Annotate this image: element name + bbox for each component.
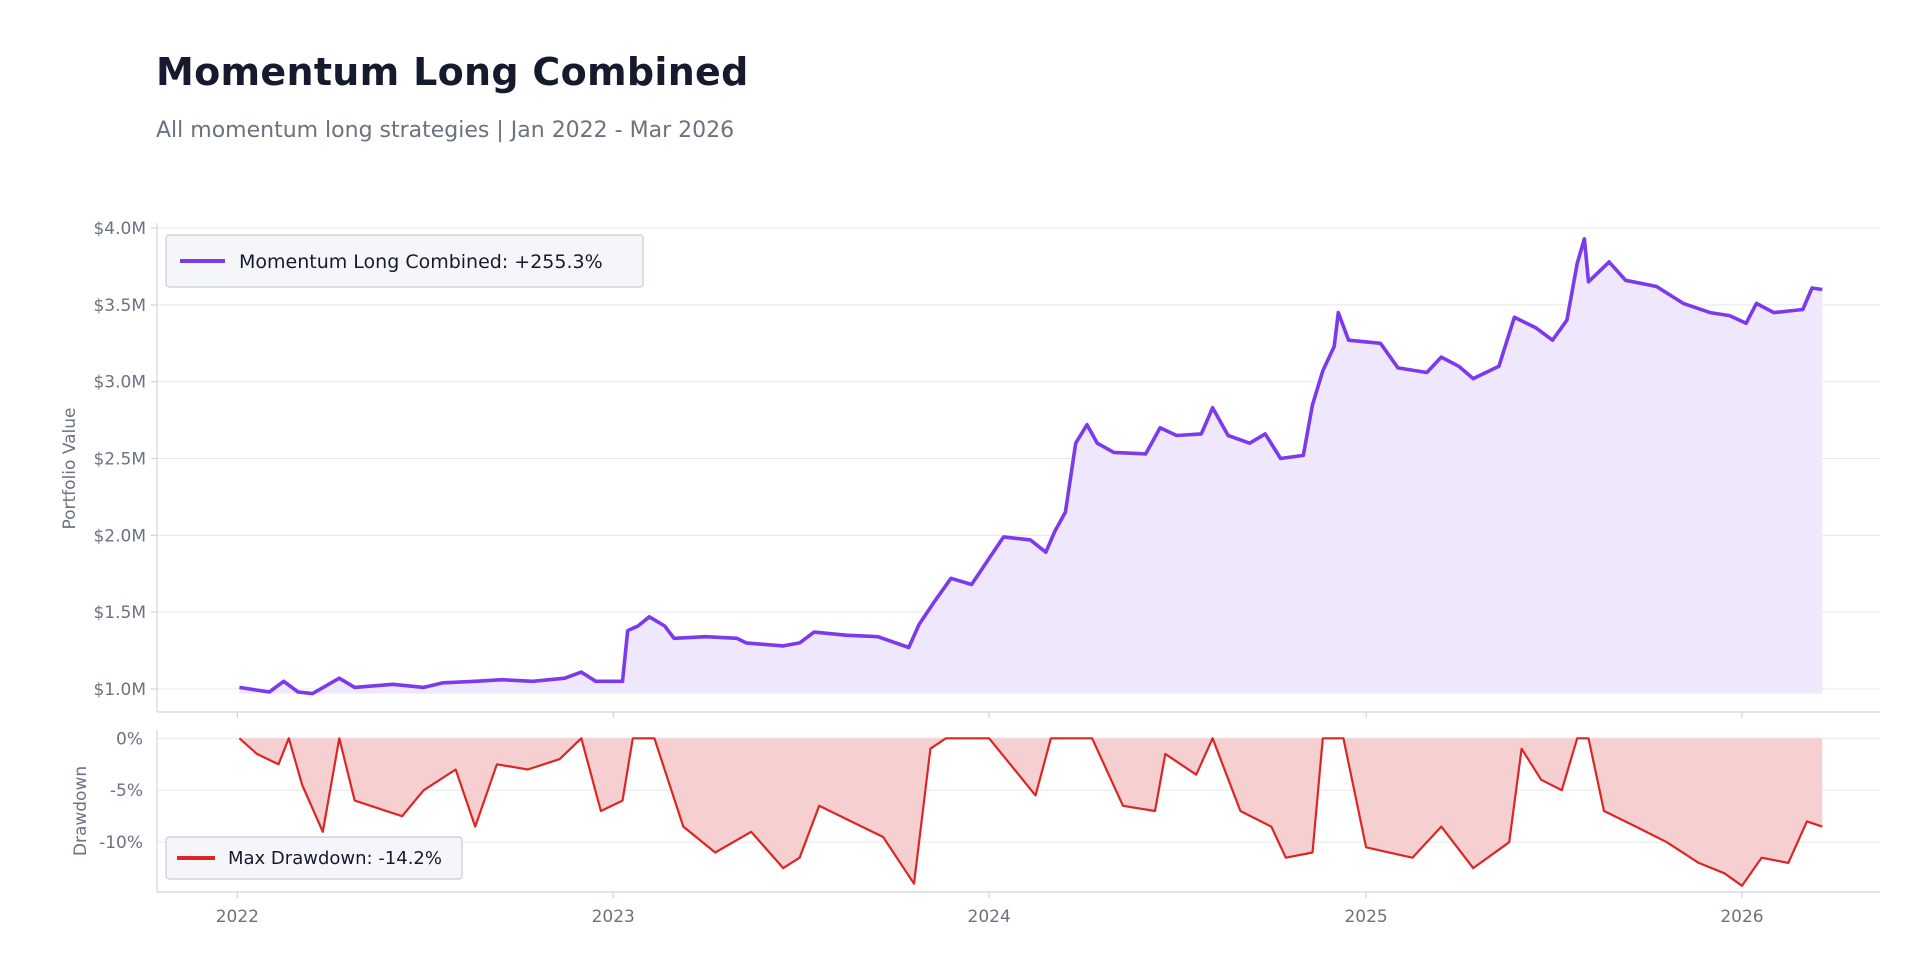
drawdown-y-tick-label: -5% — [110, 781, 143, 801]
drawdown-y-ticks: 0% -5% -10% — [99, 729, 143, 853]
drawdown-x-tick-label: 2022 — [216, 907, 259, 927]
drawdown-panel: 0%-5%-10% 2022 2023 2024 2025 2026 Drawdown … — [71, 729, 1880, 927]
drawdown-legend: Max Drawdown: -14.2% — [165, 836, 463, 880]
portfolio-y-ticks: $1.0M $1.5M $2.0M $2.5M $3.0M $3.5M $4.0M — [93, 219, 157, 700]
drawdown-x-tick-label: 2024 — [968, 907, 1011, 927]
portfolio-y-tick-label: $3.0M — [93, 373, 146, 393]
portfolio-y-tick-label: $2.5M — [93, 450, 146, 470]
drawdown-line — [238, 737, 1823, 887]
drawdown-legend-box — [165, 836, 463, 880]
portfolio-line — [239, 237, 1823, 696]
drawdown-legend-label: Max Drawdown: -14.2% — [228, 848, 442, 869]
drawdown-x-tick-label: 2025 — [1344, 907, 1387, 927]
portfolio-y-tick-label: $4.0M — [93, 219, 146, 239]
chart-subtitle: All momentum long strategies | Jan 2022 … — [156, 118, 735, 143]
portfolio-y-tick-label: $3.5M — [93, 296, 146, 316]
drawdown-x-tick-label: 2023 — [592, 907, 635, 927]
portfolio-panel: $1.0M $1.5M $2.0M $2.5M $3.0M $3.5M $4.0M Port… — [60, 219, 1880, 718]
drawdown-y-axis-label: Drawdown — [71, 766, 91, 856]
drawdown-y-tick-label: -10% — [99, 833, 143, 853]
portfolio-y-tick-label: $2.0M — [93, 526, 146, 546]
drawdown-x-tick-label: 2026 — [1720, 907, 1763, 927]
chart-title: Momentum Long Combined — [156, 50, 749, 94]
portfolio-area-fill — [239, 238, 1823, 694]
portfolio-y-tick-label: $1.5M — [93, 603, 146, 623]
drawdown-x-ticks: 2022 2023 2024 2025 2026 — [216, 892, 1764, 927]
portfolio-legend-label: Momentum Long Combined: +255.3% — [239, 251, 603, 273]
portfolio-x-tick-marks — [236, 712, 1743, 718]
drawdown-y-tick-label: 0% — [116, 729, 143, 749]
portfolio-legend-box — [165, 234, 644, 288]
portfolio-legend: Momentum Long Combined: +255.3% — [165, 234, 644, 288]
portfolio-y-axis-label: Portfolio Value — [60, 407, 80, 529]
portfolio-y-tick-label: $1.0M — [93, 680, 146, 700]
drawdown-area-fill — [239, 738, 1823, 886]
